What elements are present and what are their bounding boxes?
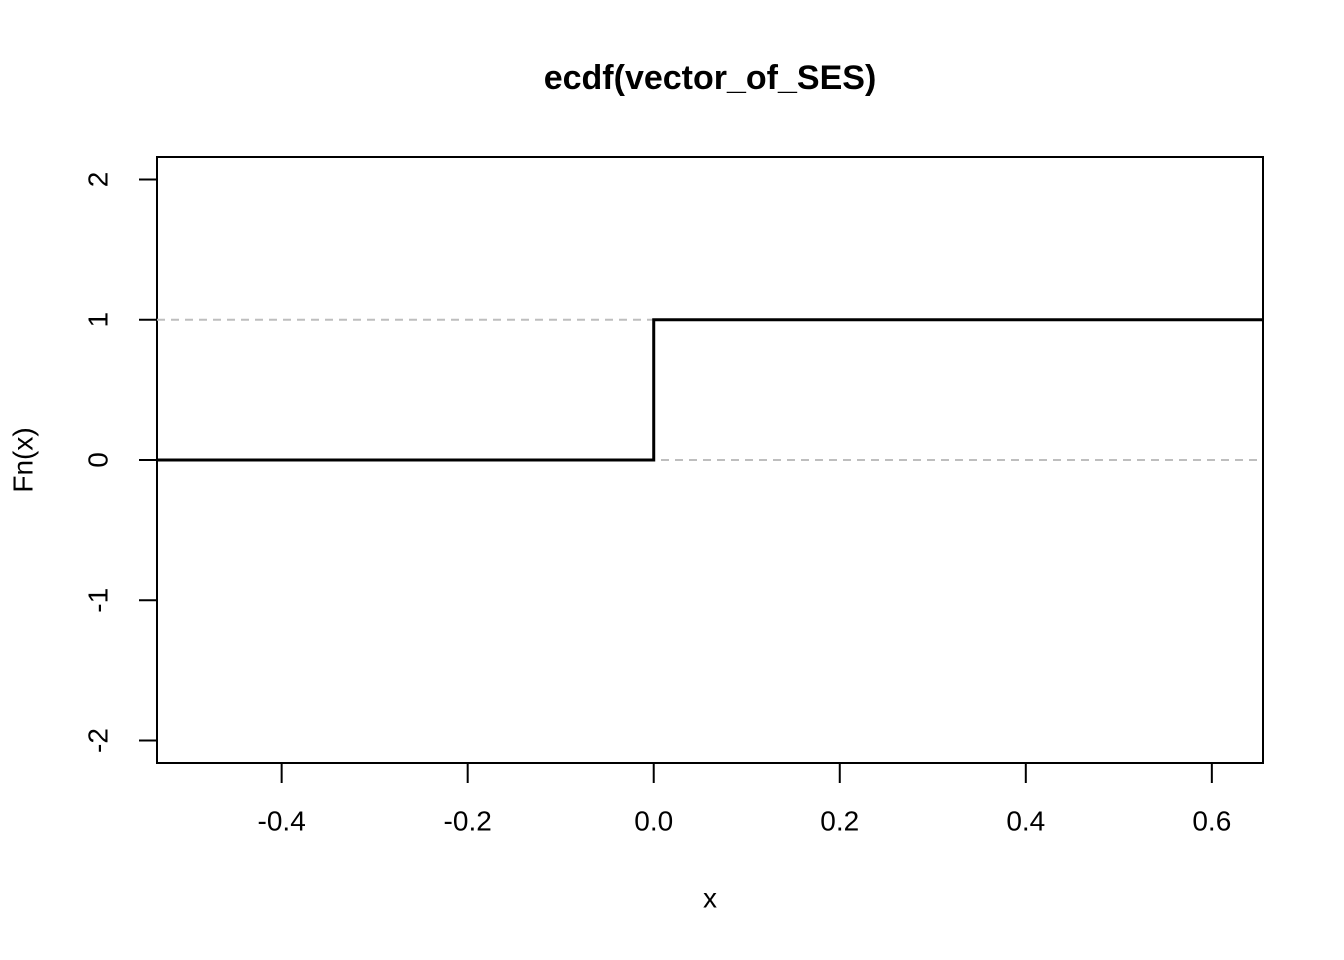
y-tick-label: 2 [82, 172, 113, 188]
y-axis-label: Fn(x) [7, 427, 38, 492]
y-tick-label: 1 [82, 312, 113, 328]
x-tick-label: -0.2 [444, 805, 492, 836]
x-tick-label: 0.4 [1006, 805, 1045, 836]
x-tick-label: 0.0 [634, 805, 673, 836]
y-tick-label: -1 [82, 588, 113, 613]
y-tick-label: 0 [82, 452, 113, 468]
ecdf-line [157, 318, 1263, 462]
chart-title: ecdf(vector_of_SES) [544, 59, 877, 97]
x-tick-label: -0.4 [258, 805, 306, 836]
x-tick-label: 0.6 [1192, 805, 1231, 836]
x-axis-label: x [703, 882, 717, 913]
y-tick-label: -2 [82, 728, 113, 753]
x-tick-label: 0.2 [820, 805, 859, 836]
